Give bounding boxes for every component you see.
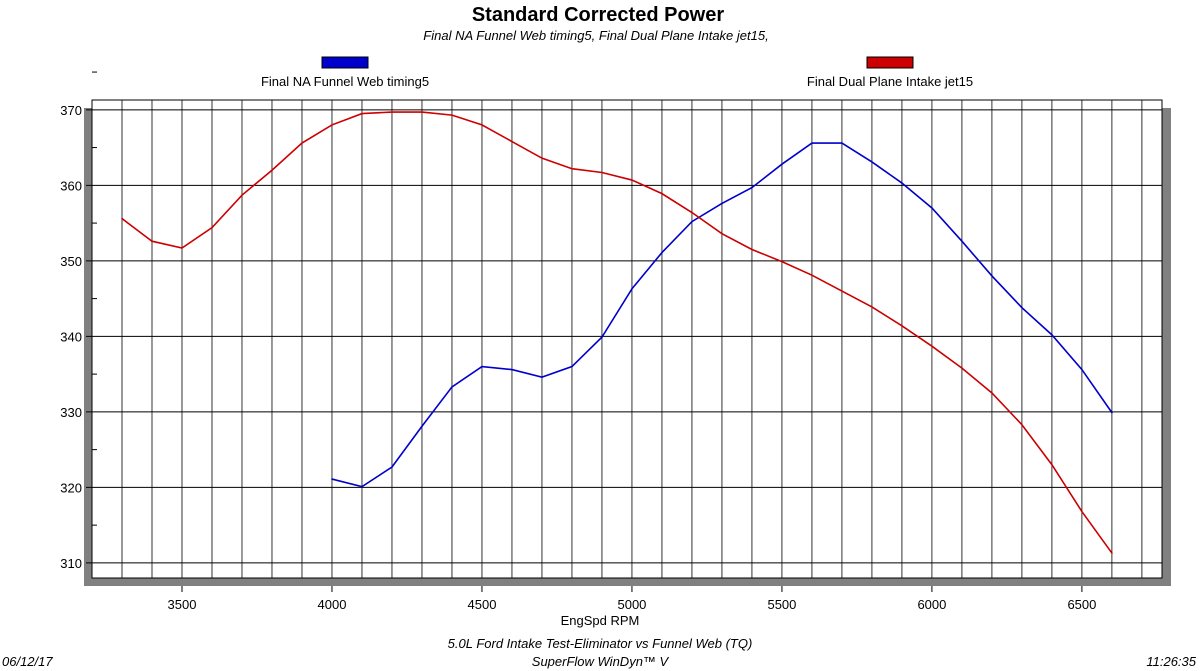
data-point-0 xyxy=(781,163,783,165)
data-point-1 xyxy=(361,112,363,115)
data-point-0 xyxy=(931,207,933,209)
data-point-0 xyxy=(1081,368,1083,371)
data-point-0 xyxy=(361,485,363,488)
data-point-0 xyxy=(871,161,873,163)
data-point-1 xyxy=(961,367,963,369)
x-tick-label: 6500 xyxy=(1067,597,1096,612)
data-point-1 xyxy=(661,192,663,195)
x-tick-label: 6000 xyxy=(917,597,946,612)
data-point-1 xyxy=(1111,552,1113,554)
data-point-0 xyxy=(421,425,423,428)
data-point-0 xyxy=(751,186,753,189)
footer-description: 5.0L Ford Intake Test-Eliminator vs Funn… xyxy=(448,636,753,651)
y-tick-label: 310 xyxy=(60,556,82,571)
y-tick-label: 320 xyxy=(60,480,82,495)
data-point-1 xyxy=(991,392,993,394)
data-point-1 xyxy=(1021,423,1023,426)
chart-subtitle: Final NA Funnel Web timing5, Final Dual … xyxy=(423,28,768,43)
data-point-1 xyxy=(1081,510,1083,513)
chart-title: Standard Corrected Power xyxy=(472,4,725,26)
data-point-1 xyxy=(781,260,783,263)
data-point-0 xyxy=(451,386,453,388)
data-point-1 xyxy=(271,169,273,172)
x-tick-label: 5000 xyxy=(617,597,646,612)
legend-swatch-1 xyxy=(866,56,914,69)
data-point-0 xyxy=(901,182,903,184)
data-point-0 xyxy=(391,466,393,468)
y-tick-label: 330 xyxy=(60,405,82,420)
data-point-0 xyxy=(661,251,663,254)
y-tick-label: 340 xyxy=(60,329,82,344)
data-point-1 xyxy=(421,111,423,113)
data-point-1 xyxy=(331,124,333,126)
data-point-1 xyxy=(391,111,393,113)
data-point-0 xyxy=(1051,334,1053,336)
data-point-0 xyxy=(1111,411,1113,414)
data-point-1 xyxy=(871,306,873,308)
data-point-1 xyxy=(601,171,603,174)
data-point-0 xyxy=(1021,306,1023,309)
x-tick-label: 4500 xyxy=(468,597,497,612)
data-point-1 xyxy=(481,124,483,126)
data-point-0 xyxy=(541,376,543,378)
series-line-1 xyxy=(121,111,1113,554)
data-point-1 xyxy=(211,226,213,229)
data-point-0 xyxy=(961,240,963,243)
data-point-1 xyxy=(241,194,243,196)
data-point-1 xyxy=(721,232,723,235)
data-point-1 xyxy=(811,274,813,276)
data-point-0 xyxy=(721,202,723,205)
legend-label-0: Final NA Funnel Web timing5 xyxy=(261,74,429,89)
legend-swatch-0 xyxy=(321,56,369,69)
y-tick-label: 360 xyxy=(60,178,82,193)
data-point-0 xyxy=(691,220,693,223)
data-point-0 xyxy=(571,365,573,368)
data-point-1 xyxy=(451,114,453,116)
legend-label-1: Final Dual Plane Intake jet15 xyxy=(807,74,973,89)
x-tick-label: 5500 xyxy=(767,597,796,612)
data-point-0 xyxy=(601,336,603,338)
x-axis-label: EngSpd RPM xyxy=(561,613,640,628)
data-point-1 xyxy=(541,157,543,159)
data-point-1 xyxy=(751,248,753,251)
data-point-1 xyxy=(841,290,843,292)
data-point-1 xyxy=(571,167,573,170)
data-point-0 xyxy=(811,142,813,144)
data-point-1 xyxy=(901,324,903,327)
data-point-1 xyxy=(181,247,183,249)
data-point-1 xyxy=(121,217,123,220)
data-point-1 xyxy=(631,179,633,181)
footer-date: 06/12/17 xyxy=(2,654,53,669)
data-point-0 xyxy=(481,365,483,368)
data-point-1 xyxy=(931,345,933,347)
footer-software: SuperFlow WinDyn™ V xyxy=(532,654,670,669)
data-point-0 xyxy=(991,275,993,277)
x-tick-label: 4000 xyxy=(318,597,347,612)
data-point-0 xyxy=(841,142,843,144)
data-point-1 xyxy=(691,211,693,214)
data-point-1 xyxy=(1051,463,1053,466)
data-point-0 xyxy=(331,478,333,480)
data-point-0 xyxy=(511,368,513,371)
data-point-1 xyxy=(301,142,303,144)
data-point-1 xyxy=(511,140,513,143)
y-tick-label: 350 xyxy=(60,254,82,269)
data-point-0 xyxy=(631,287,633,290)
y-tick-label: 370 xyxy=(60,103,82,118)
x-tick-label: 3500 xyxy=(168,597,197,612)
footer-time: 11:26:35 xyxy=(1146,654,1196,669)
plot-area xyxy=(91,99,1163,579)
data-point-1 xyxy=(151,240,153,243)
